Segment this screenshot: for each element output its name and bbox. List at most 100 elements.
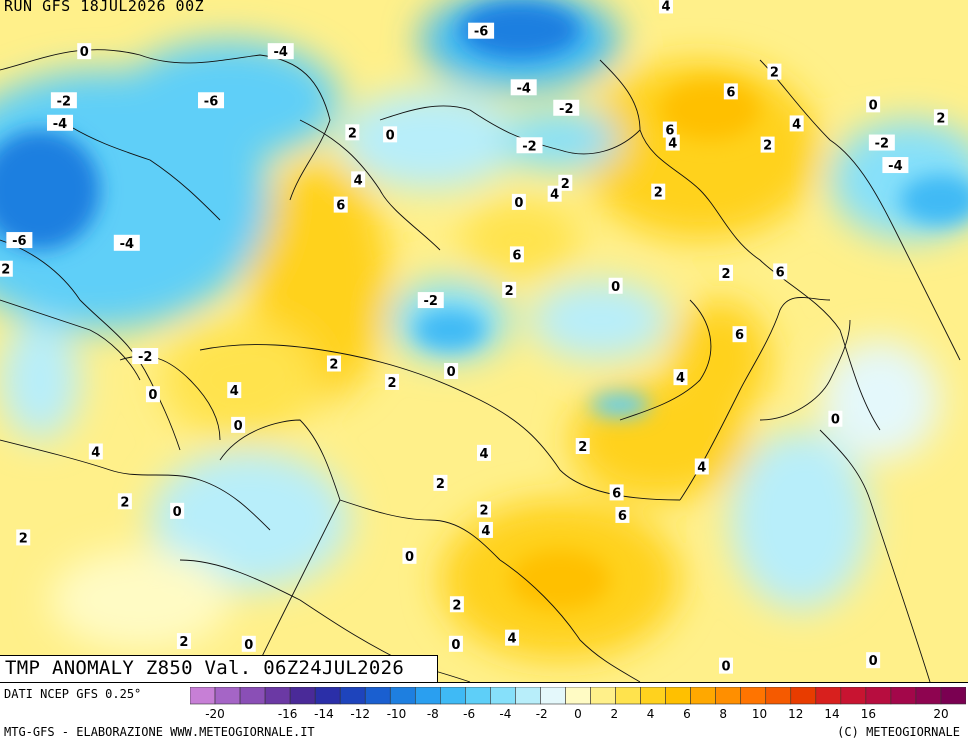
contour-label: 6 bbox=[512, 248, 521, 263]
contour-label: 4 bbox=[91, 445, 100, 460]
contour-label: 6 bbox=[612, 486, 621, 501]
contour-label-bg bbox=[719, 264, 733, 281]
color-swatch bbox=[515, 687, 541, 705]
contour-label: 0 bbox=[447, 365, 456, 380]
contour-label-bg bbox=[502, 281, 517, 298]
contour-label-bg bbox=[547, 185, 562, 202]
contour-label-bg bbox=[477, 444, 491, 461]
color-swatch bbox=[840, 687, 867, 705]
contour-label: 0 bbox=[451, 638, 460, 653]
color-swatch bbox=[590, 687, 616, 705]
contour-label: 2 bbox=[578, 440, 587, 455]
contour-label: 2 bbox=[1, 263, 10, 278]
contour-label-bg bbox=[6, 232, 33, 249]
contour-label-bg bbox=[662, 121, 677, 138]
contour-label: -2 bbox=[522, 139, 536, 154]
color-swatch bbox=[765, 687, 792, 705]
contour-label: 0 bbox=[831, 413, 840, 428]
contour-label-bg bbox=[16, 529, 31, 546]
color-swatch bbox=[715, 687, 742, 705]
contour-label-bg bbox=[231, 416, 246, 433]
contour-label-bg bbox=[402, 547, 417, 564]
contour-label: 2 bbox=[348, 126, 357, 141]
contour-label-bg bbox=[509, 246, 524, 263]
color-swatch bbox=[314, 687, 341, 705]
contour-label-bg bbox=[477, 501, 491, 518]
contour-label-bg bbox=[505, 629, 520, 646]
contour-label: -2 bbox=[57, 94, 71, 109]
color-swatch bbox=[940, 687, 966, 705]
color-scale-tick: 14 bbox=[824, 707, 839, 719]
contour-label-bg bbox=[868, 134, 895, 151]
contour-label: 4 bbox=[661, 0, 670, 14]
contour-label-bg bbox=[417, 292, 444, 309]
contour-label: -4 bbox=[120, 237, 134, 252]
contour-label: 0 bbox=[386, 128, 395, 143]
color-swatch bbox=[640, 687, 666, 705]
color-swatch bbox=[440, 687, 466, 705]
anomaly-field bbox=[0, 0, 968, 660]
contour-label: -4 bbox=[53, 117, 67, 132]
contour-label-bg bbox=[719, 657, 733, 674]
color-swatch bbox=[389, 687, 416, 705]
contour-label-bg bbox=[789, 115, 804, 132]
contour-label: 4 bbox=[481, 524, 490, 539]
contour-label: 0 bbox=[721, 660, 730, 675]
contour-label-bg bbox=[553, 99, 580, 116]
contour-label-bg bbox=[609, 484, 624, 501]
contour-label-bg bbox=[615, 506, 630, 523]
color-scale-tick: 0 bbox=[574, 707, 582, 719]
contour-label: 4 bbox=[230, 384, 239, 399]
contour-label: 6 bbox=[665, 124, 674, 139]
contour-label: 2 bbox=[179, 635, 188, 650]
contour-label: -6 bbox=[12, 234, 26, 249]
color-scale-tick: 8 bbox=[719, 707, 727, 719]
contour-label-bg bbox=[113, 234, 140, 251]
contour-label: 6 bbox=[726, 85, 735, 100]
color-scale-tick: -12 bbox=[350, 707, 370, 719]
color-scale-tick: -4 bbox=[499, 707, 511, 719]
color-swatch bbox=[190, 687, 216, 705]
color-scale-tick: 20 bbox=[933, 707, 948, 719]
contour-label: 2 bbox=[770, 66, 779, 81]
contour-label: 6 bbox=[735, 328, 744, 343]
contour-label: 2 bbox=[120, 495, 129, 510]
color-scale-tick: 4 bbox=[647, 707, 655, 719]
color-swatch bbox=[815, 687, 842, 705]
color-scale-tick: 2 bbox=[610, 707, 618, 719]
contour-label-bg bbox=[478, 521, 493, 538]
color-scale-tick: -16 bbox=[278, 707, 298, 719]
data-source: DATI NCEP GFS 0.25° bbox=[4, 687, 142, 701]
color-scale-tick: 10 bbox=[752, 707, 767, 719]
contour-label-bg bbox=[933, 109, 948, 126]
contour-label-bg bbox=[510, 79, 537, 96]
contour-label: -2 bbox=[424, 294, 438, 309]
contour-label: 0 bbox=[611, 280, 620, 295]
contour-label-bg bbox=[77, 43, 92, 60]
contour-label-bg bbox=[351, 171, 366, 188]
contour-label-bg bbox=[651, 183, 666, 200]
color-swatch bbox=[289, 687, 316, 705]
contour-label: 2 bbox=[721, 267, 730, 282]
contour-label: 0 bbox=[514, 196, 523, 211]
temperature-anomaly-map: -6 4 0 -4 -2 -6 -4 -4 -2 6 2 0 2 2 0 -2 6 4 4 2 -2 -4 4 2 4 0 2 6 -6… bbox=[0, 0, 968, 682]
contour-label-bg bbox=[511, 193, 526, 210]
contour-label-bg bbox=[882, 157, 909, 174]
contour-label-bg bbox=[326, 355, 341, 372]
contour-label-bg bbox=[575, 438, 590, 455]
run-title: RUN GFS 18JUL2026 00Z bbox=[4, 0, 205, 15]
contour-label: 2 bbox=[654, 186, 663, 201]
contour-label: 6 bbox=[336, 199, 345, 214]
legend-footer: DATI NCEP GFS 0.25° -20 -16 -14 -12 -10 -8 -6-… bbox=[0, 682, 968, 746]
color-swatch bbox=[890, 687, 917, 705]
contour-label: -4 bbox=[273, 45, 287, 60]
contour-label-bg bbox=[732, 326, 747, 343]
contour-label-bg bbox=[608, 277, 623, 294]
color-swatch bbox=[339, 687, 366, 705]
contour-label: 2 bbox=[479, 503, 488, 518]
contour-label: 0 bbox=[869, 98, 878, 113]
contour-label: -6 bbox=[204, 94, 218, 109]
color-scale-tick: 12 bbox=[788, 707, 803, 719]
contour-label: -4 bbox=[888, 159, 902, 174]
